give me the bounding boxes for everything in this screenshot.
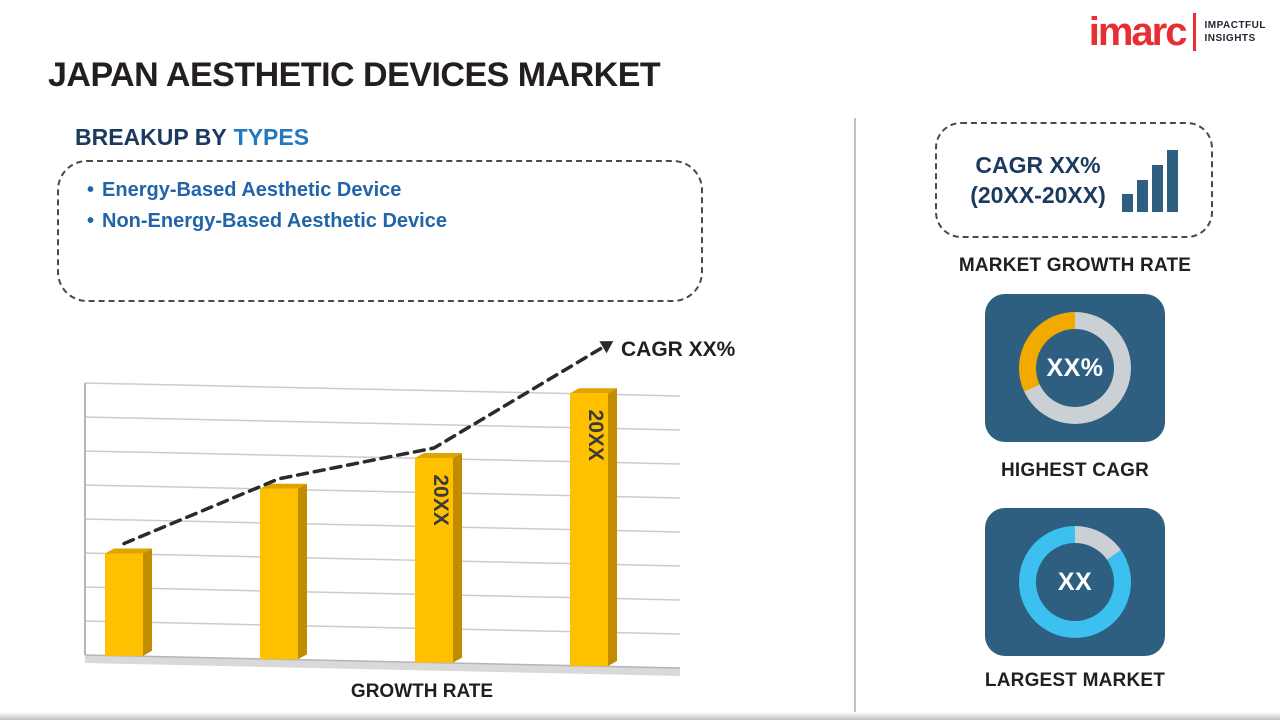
imarc-logo-text: imarc	[1088, 10, 1188, 54]
x-axis-label: GROWTH RATE	[351, 681, 493, 702]
bar-chart-icon-bar	[1121, 194, 1133, 212]
breakup-heading: BREAKUP BY TYPES	[75, 124, 309, 151]
bullet-icon: •	[87, 210, 95, 232]
cagr-period: (20XX-20XX)	[970, 182, 1106, 208]
bar-side-face	[143, 548, 152, 656]
logo-divider	[1193, 13, 1197, 51]
bar	[260, 488, 298, 660]
market-growth-rate-label: MARKET GROWTH RATE	[958, 255, 1192, 276]
bar-side-face	[298, 483, 307, 660]
highest-cagr-card: XX%	[985, 294, 1165, 442]
logo-tagline-line2: INSIGHTS	[1204, 33, 1256, 44]
bar-year-label: 20XX	[584, 410, 607, 461]
list-item: • Energy-Based Aesthetic Device	[87, 175, 673, 206]
growth-rate-chart: 20XX 20XX CAGR XX% GROWTH RATE	[40, 333, 740, 708]
highest-cagr-donut-hole: XX%	[1036, 329, 1114, 407]
cagr-trend-label: CAGR XX%	[621, 338, 736, 361]
breakup-box: • Energy-Based Aesthetic Device • Non-Ener…	[57, 160, 703, 302]
bar-top-face	[105, 548, 152, 554]
breakup-heading-prefix: BREAKUP BY	[75, 124, 227, 150]
trend-line	[122, 345, 605, 546]
breakup-item-label: Energy-Based Aesthetic Device	[102, 179, 402, 201]
highest-cagr-label: HIGHEST CAGR	[1000, 460, 1150, 481]
highest-cagr-value: XX%	[1046, 353, 1104, 382]
bar-chart-icon-bar	[1166, 150, 1178, 212]
largest-market-value: XX	[1057, 567, 1093, 596]
vertical-divider	[854, 118, 856, 712]
imarc-logo: imarc IMPACTFUL INSIGHTS	[1089, 12, 1266, 52]
bullet-icon: •	[87, 179, 95, 201]
largest-market-donut-hole: XX	[1036, 543, 1114, 621]
bar-chart-icon	[1121, 148, 1178, 212]
logo-tagline-line1: IMPACTFUL	[1204, 20, 1266, 31]
bar-top-face	[570, 388, 617, 394]
cagr-value: CAGR XX%	[975, 152, 1101, 178]
trend-arrowhead	[599, 341, 614, 354]
largest-market-label: LARGEST MARKET	[984, 670, 1166, 691]
page-title: JAPAN AESTHETIC DEVICES MARKET	[48, 56, 661, 94]
cagr-box: CAGR XX% (20XX-20XX)	[935, 122, 1213, 238]
logo-tagline: IMPACTFUL INSIGHTS	[1204, 19, 1266, 45]
bar-chart-icon-bar	[1136, 180, 1148, 212]
breakup-item-label: Non-Energy-Based Aesthetic Device	[102, 210, 447, 232]
cagr-box-text: CAGR XX% (20XX-20XX)	[970, 150, 1106, 210]
bar-year-label: 20XX	[429, 474, 452, 525]
largest-market-donut: XX	[1019, 526, 1131, 638]
bar-side-face	[453, 453, 462, 663]
bar-top-face	[415, 453, 462, 459]
bar-side-face	[608, 388, 617, 667]
growth-rate-chart-svg: 20XX 20XX CAGR XX% GROWTH RATE	[84, 338, 736, 702]
bar	[105, 553, 143, 656]
chart-floor	[85, 655, 680, 676]
bar	[415, 458, 453, 663]
breakup-heading-highlight: TYPES	[233, 124, 310, 150]
bar-chart-icon-bar	[1151, 165, 1163, 212]
bottom-edge-shadow	[0, 712, 1280, 720]
bar-top-face	[260, 483, 307, 489]
highest-cagr-donut: XX%	[1019, 312, 1131, 424]
list-item: • Non-Energy-Based Aesthetic Device	[87, 206, 673, 237]
bar	[570, 393, 608, 667]
largest-market-card: XX	[985, 508, 1165, 656]
